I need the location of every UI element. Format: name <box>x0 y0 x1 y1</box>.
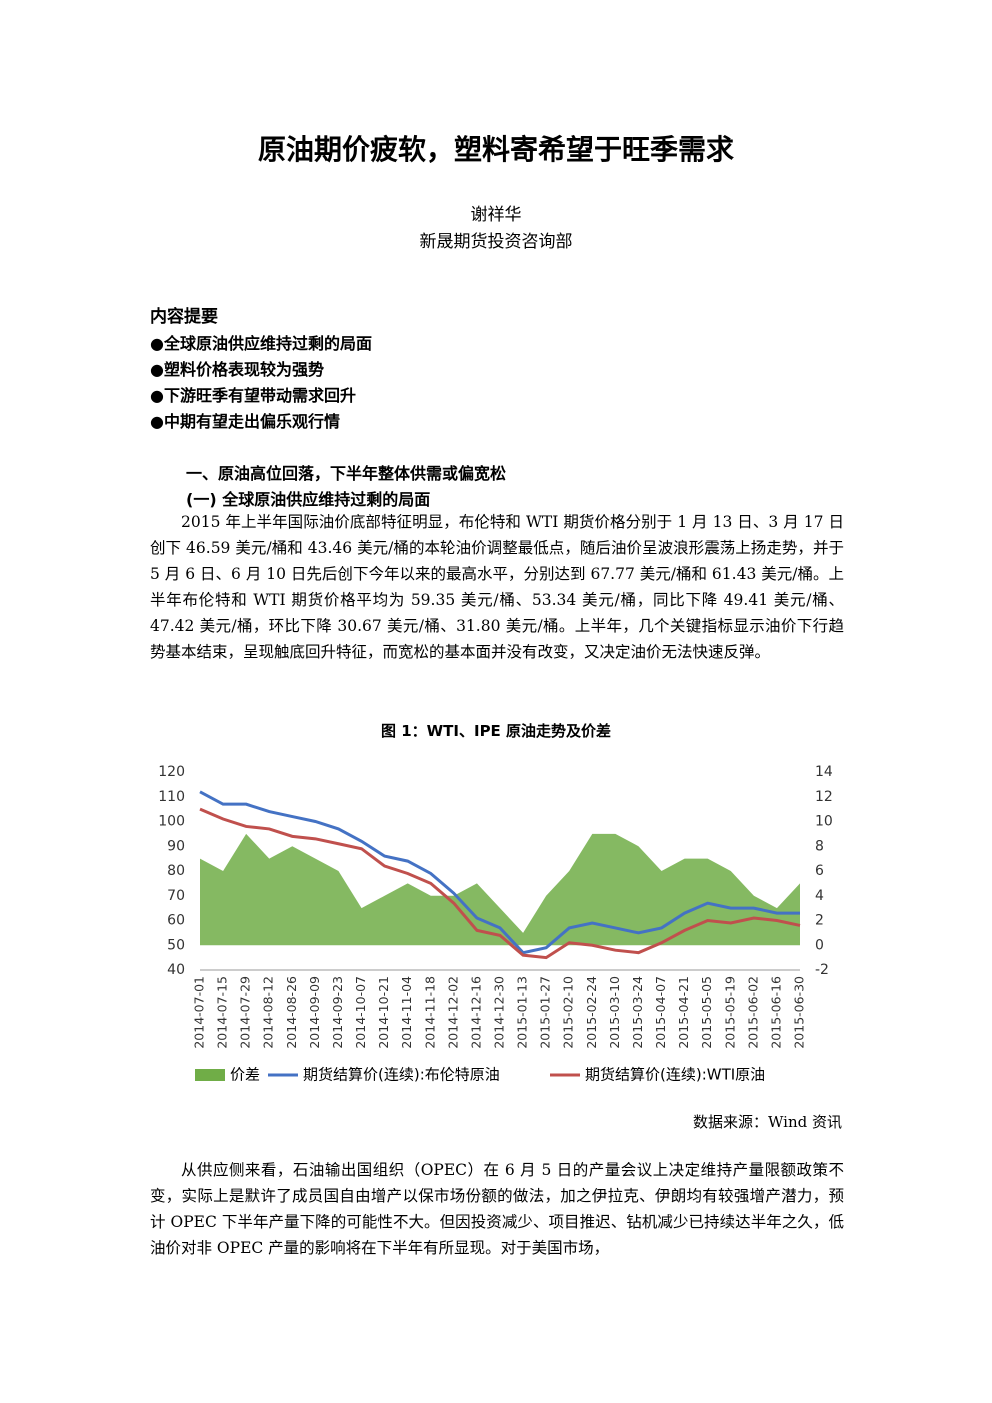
x-tick-label: 2014-11-04 <box>399 976 414 1049</box>
x-tick-label: 2014-08-12 <box>261 976 276 1049</box>
y2-tick-label: 8 <box>815 838 824 854</box>
y2-tick-label: 10 <box>815 814 833 830</box>
figure-caption: 图 1：WTI、IPE 原油走势及价差 <box>380 722 612 740</box>
x-tick-label: 2014-07-01 <box>192 976 207 1049</box>
y-tick-label: 100 <box>158 814 185 830</box>
x-tick-label: 2014-12-16 <box>468 976 483 1049</box>
summary-item: ●全球原油供应维持过剩的局面 <box>150 334 372 353</box>
x-tick-label: 2015-01-13 <box>515 976 530 1049</box>
line <box>199 807 801 960</box>
organization: 新晟期货投资咨询部 <box>419 232 573 252</box>
x-tick-label: 2014-12-02 <box>445 976 460 1049</box>
x-tick-label: 2015-04-07 <box>653 976 668 1049</box>
y-tick-label: 80 <box>167 863 185 879</box>
legend-label: 价差 <box>230 1066 260 1084</box>
y2-tick-label: 0 <box>815 937 824 953</box>
y2-tick-label: 4 <box>815 888 824 904</box>
x-tick-label: 2014-12-30 <box>492 976 507 1049</box>
y-tick-label: 60 <box>167 913 185 929</box>
x-tick-label: 2014-09-23 <box>330 976 345 1049</box>
x-tick-label: 2014-10-21 <box>376 976 391 1049</box>
y2-tick-label: 12 <box>815 789 833 805</box>
line <box>199 790 800 955</box>
y-tick-label: 110 <box>158 789 185 805</box>
x-tick-label: 2015-06-02 <box>745 976 760 1049</box>
x-tick-label: 2015-04-21 <box>676 976 691 1049</box>
x-tick-label: 2015-02-10 <box>561 976 576 1049</box>
y-tick-label: 40 <box>167 962 185 978</box>
title: 原油期价疲软，塑料寄希望于旺季需求 <box>257 133 734 166</box>
x-tick-label: 2014-11-18 <box>422 976 437 1049</box>
y2-tick-label: 6 <box>815 863 824 879</box>
x-tick-label: 2014-08-26 <box>284 976 299 1049</box>
summary-item: ●中期有望走出偏乐观行情 <box>150 412 340 431</box>
y2-tick-label: 14 <box>815 764 833 780</box>
x-tick-label: 2015-01-27 <box>538 976 553 1049</box>
summary-item: ●塑料价格表现较为强势 <box>150 360 324 379</box>
y-tick-label: 70 <box>167 888 185 904</box>
y-tick-label: 90 <box>167 838 185 854</box>
legend-swatch <box>195 1069 225 1081</box>
x-tick-label: 2014-07-29 <box>238 976 253 1049</box>
y-tick-label: 120 <box>158 764 185 780</box>
summary-heading: 内容提要 <box>150 307 218 327</box>
y-tick-label: 50 <box>167 937 185 953</box>
legend-label: 期货结算价(连续):布伦特原油 <box>303 1066 500 1084</box>
x-tick-label: 2015-06-16 <box>768 976 783 1049</box>
summary-item: ●下游旺季有望带动需求回升 <box>150 386 356 405</box>
source: 数据来源：Wind 资讯 <box>693 1113 842 1131</box>
area <box>200 833 800 946</box>
x-tick-label: 2015-03-10 <box>607 976 622 1049</box>
subheading: (一) 全球原油供应维持过剩的局面 <box>186 490 431 509</box>
x-tick-label: 2014-10-07 <box>353 976 368 1049</box>
y2-tick-label: -2 <box>815 962 829 978</box>
x-tick-label: 2014-09-09 <box>307 976 322 1049</box>
y2-tick-label: 2 <box>815 913 824 929</box>
x-tick-label: 2014-07-15 <box>215 976 230 1049</box>
author: 谢祥华 <box>470 205 522 225</box>
section-heading: 一、原油高位回落，下半年整体供需或偏宽松 <box>186 464 507 483</box>
legend-label: 期货结算价(连续):WTI原油 <box>585 1066 765 1084</box>
paragraph: 2015 年上半年国际油价底部特征明显，布伦特和 WTI 期货价格分别于 1 月… <box>150 513 844 661</box>
x-tick-label: 2015-05-19 <box>722 976 737 1049</box>
x-tick-label: 2015-03-24 <box>630 976 645 1049</box>
paragraph: 从供应侧来看，石油输出国组织（OPEC）在 6 月 5 日的产量会议上决定维持产… <box>150 1161 844 1257</box>
x-tick-label: 2015-06-30 <box>792 976 807 1049</box>
x-tick-label: 2015-02-24 <box>584 976 599 1049</box>
chart: 40 50 60 70 80 90 100 110 120 -2 0 2 4 6 8 10 12 14 2014-0… <box>158 764 833 1084</box>
x-tick-label: 2015-05-05 <box>699 976 714 1049</box>
